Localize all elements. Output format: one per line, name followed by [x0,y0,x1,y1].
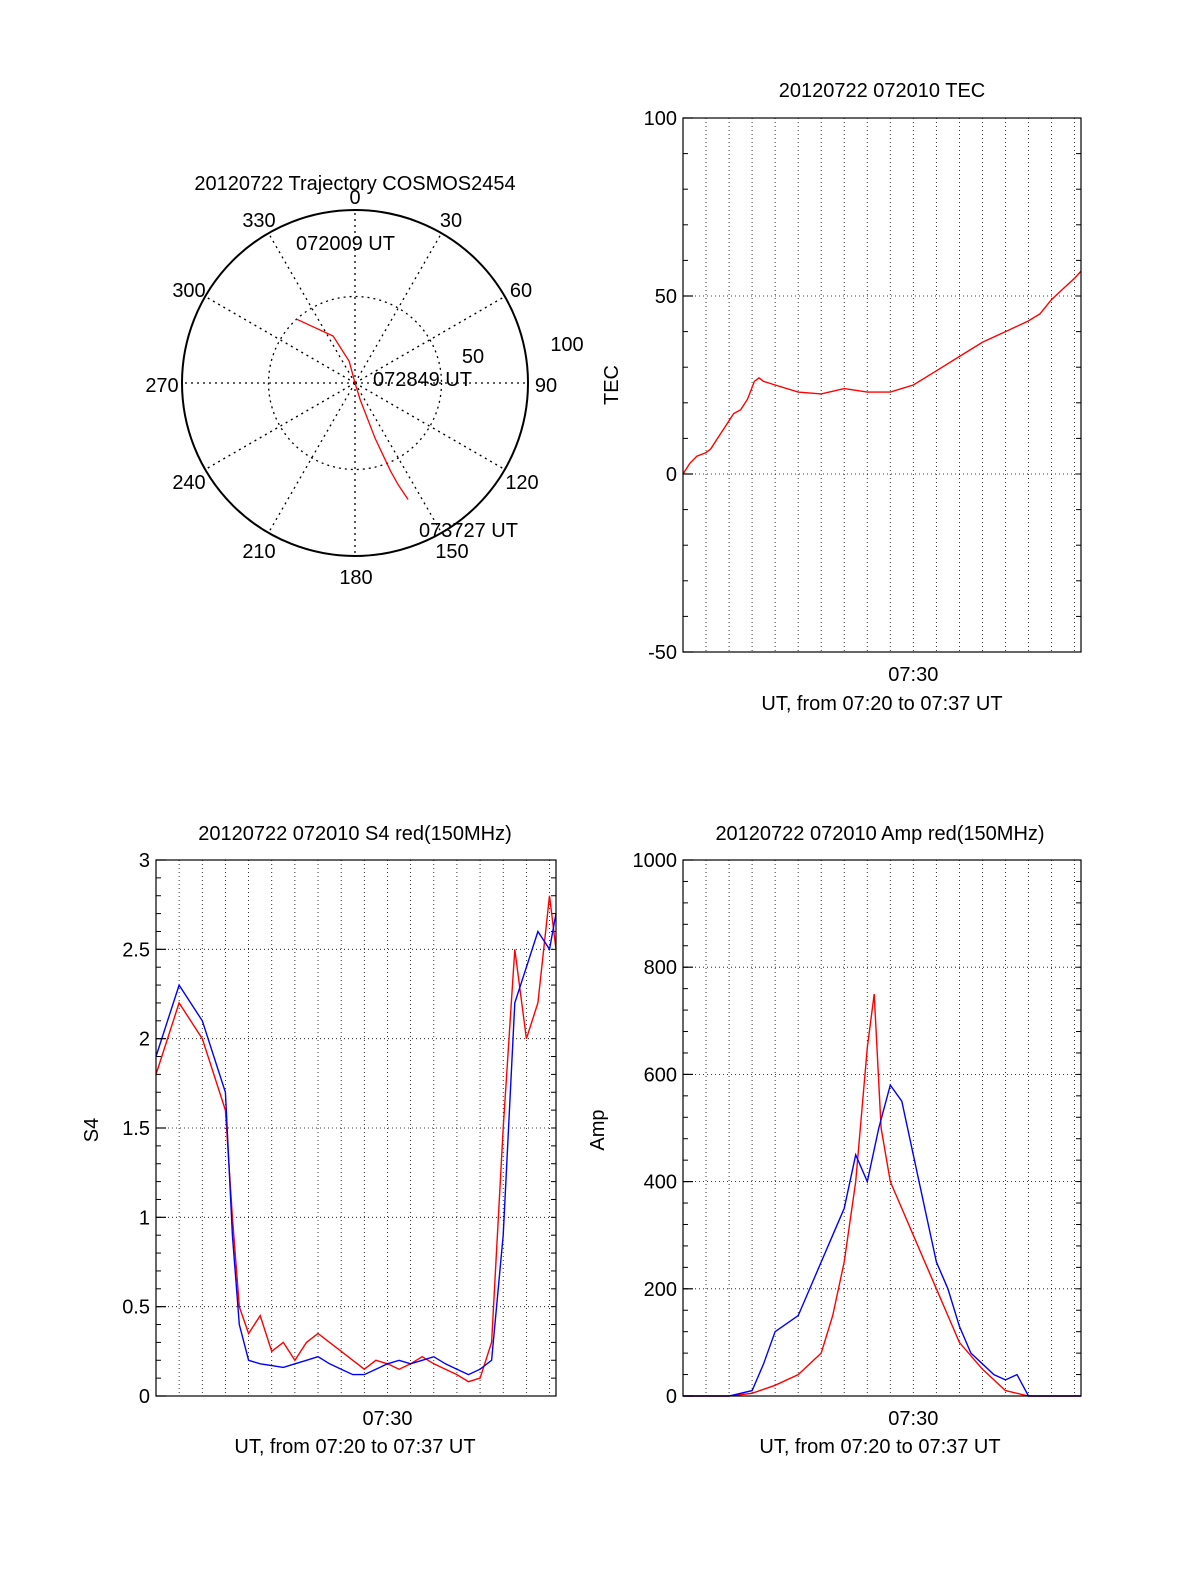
polar-time-annotation: 073727 UT [419,520,518,542]
polar-title: 20120722 Trajectory COSMOS2454 [194,173,515,195]
trajectory-line [296,318,409,500]
polar-spoke [354,232,443,384]
polar-azimuth-label: 0 [349,187,360,209]
y-tick-label: 0 [666,464,677,486]
amp-title: 20120722 072010 Amp red(150MHz) [715,823,1044,845]
polar-plot-area: 0 30 60 90 120 150 180 210 240 270 300 330 50 100 0720… [145,187,583,589]
polar-azimuth-label: 240 [172,472,205,494]
tec-plot-area: -50 0 50 100 07:30 [644,108,1082,686]
amp-chart: 20120722 072010 Amp red(150MHz) Amp UT, … [587,823,1082,1458]
series-line [683,993,1081,1397]
s4-chart: 20120722 072010 S4 red(150MHz) S4 UT, fr… [81,823,557,1458]
polar-radial-label: 100 [550,334,583,356]
amp-plot-area: 0 200 400 600 800 1000 07:30 [633,850,1082,1430]
s4-x-axis-label: UT, from 07:20 to 07:37 UT [234,1436,475,1458]
polar-spoke [204,295,356,384]
y-tick-label: 800 [644,957,677,979]
s4-y-axis-label: S4 [81,1118,103,1142]
polar-spoke [354,382,506,471]
y-tick-label: 0.5 [122,1297,150,1319]
polar-azimuth-label: 300 [172,280,205,302]
polar-azimuth-label: 150 [435,541,468,563]
y-tick-label: 100 [644,108,677,130]
tec-title: 20120722 072010 TEC [779,80,985,102]
polar-spoke [267,382,356,534]
polar-outer-circle [181,209,529,557]
polar-azimuth-label: 180 [339,567,372,589]
s4-title: 20120722 072010 S4 red(150MHz) [198,823,512,845]
polar-spoke [354,295,506,384]
y-tick-label: 400 [644,1172,677,1194]
polar-time-annotation: 072009 UT [296,233,395,255]
polar-azimuth-label: 330 [242,210,275,232]
x-tick-label: 07:30 [362,1408,412,1430]
y-tick-label: 2.5 [122,939,150,961]
amp-y-axis-label: Amp [587,1109,609,1150]
polar-spoke [354,382,443,534]
y-tick-label: 3 [139,850,150,872]
polar-azimuth-label: 210 [242,541,275,563]
polar-azimuth-label: 30 [440,210,462,232]
series-line [155,895,557,1383]
amp-x-axis-label: UT, from 07:20 to 07:37 UT [759,1436,1000,1458]
x-tick-label: 07:30 [888,664,938,686]
series-line [682,270,1082,475]
tec-chart: 20120722 072010 TEC TEC UT, from 07:20 t… [601,80,1082,715]
tec-x-axis-label: UT, from 07:20 to 07:37 UT [761,693,1002,715]
y-tick-label: 0 [666,1386,677,1408]
y-tick-label: 50 [655,286,677,308]
s4-plot-area: 0 0.5 1 1.5 2 2.5 3 07:30 [122,850,557,1430]
polar-radial-label: 50 [462,346,484,368]
y-tick-label: 2 [139,1029,150,1051]
y-tick-label: 1000 [633,850,678,872]
polar-azimuth-label: 90 [535,375,557,397]
y-tick-label: 200 [644,1279,677,1301]
series-line [683,1083,1081,1397]
polar-azimuth-label: 270 [145,375,178,397]
polar-time-annotation: 072849 UT [373,369,472,391]
polar-azimuth-label: 60 [510,280,532,302]
y-tick-label: 0 [139,1386,150,1408]
plot-frame [682,117,1082,653]
polar-azimuth-label: 120 [505,472,538,494]
polar-spoke [204,382,356,471]
polar-spoke [267,232,356,384]
plot-frame [682,859,1082,1397]
y-tick-label: 1.5 [122,1118,150,1140]
y-tick-label: -50 [648,642,677,664]
series-line [155,913,557,1376]
y-tick-label: 1 [139,1207,150,1229]
tec-y-axis-label: TEC [601,365,623,405]
y-tick-label: 600 [644,1064,677,1086]
trajectory-polar-chart: 20120722 Trajectory COSMOS2454 0 30 60 90 12… [145,173,583,589]
polar-inner-circle [267,295,443,471]
x-tick-label: 07:30 [888,1408,938,1430]
